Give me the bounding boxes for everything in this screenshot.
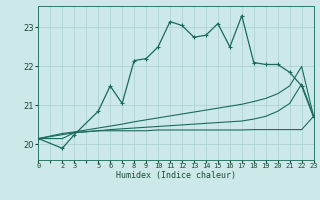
X-axis label: Humidex (Indice chaleur): Humidex (Indice chaleur) [116,171,236,180]
